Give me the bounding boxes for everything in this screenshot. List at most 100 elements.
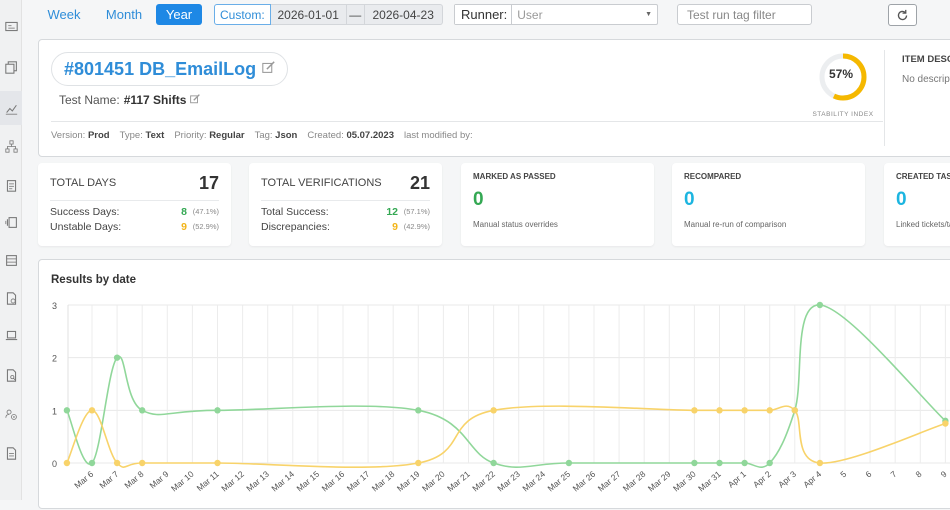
date-to-field[interactable]: 2026-04-23 <box>364 4 443 25</box>
test-header-card: #801451 DB_EmailLog Test Name: #117 Shif… <box>38 39 950 157</box>
success-days-pct: (47.1%) <box>192 207 219 216</box>
series-1-point[interactable] <box>716 407 723 414</box>
total-days-value: 17 <box>198 173 219 193</box>
x-tick-label: Mar 29 <box>646 469 673 494</box>
series-1-point[interactable] <box>113 459 121 467</box>
modified-label: last modified by: <box>403 130 473 141</box>
recompared-value: 0 <box>684 189 695 210</box>
series-0-point[interactable] <box>88 459 96 467</box>
discrepancies-label: Discrepancies: <box>261 220 330 233</box>
series-1-point[interactable] <box>88 407 96 414</box>
file-gear-icon[interactable] <box>2 289 20 307</box>
recompared-title: RECOMPARED <box>684 172 742 181</box>
list-icon[interactable] <box>2 251 20 269</box>
runner-select[interactable]: Runner: User ▼ <box>454 4 658 25</box>
priority-value: Regular <box>209 130 245 141</box>
x-tick-label: 8 <box>914 469 924 480</box>
total-success-row: Total Success: 12 (57.1%) <box>261 204 430 219</box>
type-label: Type: <box>119 130 143 141</box>
x-tick-label: 7 <box>888 469 898 480</box>
discrepancies-count: 9 <box>392 220 398 233</box>
custom-range-label[interactable]: Custom: <box>214 4 271 25</box>
series-1-point[interactable] <box>415 459 422 467</box>
edit-icon[interactable] <box>262 61 275 77</box>
sitemap-icon[interactable] <box>2 137 20 155</box>
series-0-point[interactable] <box>490 459 497 467</box>
series-0-point[interactable] <box>716 459 723 467</box>
series-0-point[interactable] <box>113 354 121 361</box>
created-label: Created: <box>307 130 344 141</box>
x-tick-label: Mar 12 <box>219 469 246 494</box>
document-icon[interactable] <box>2 444 20 462</box>
laptop-code-icon[interactable] <box>2 326 20 344</box>
series-1-point[interactable] <box>139 459 146 467</box>
versions-icon[interactable] <box>2 213 20 231</box>
series-1-point[interactable] <box>766 407 773 414</box>
tag-value: Json <box>275 130 298 141</box>
edit-test-name-icon[interactable] <box>190 93 201 107</box>
series-1-point[interactable] <box>490 407 497 414</box>
chart-line-icon[interactable] <box>0 91 22 125</box>
x-tick-label: Mar 6 <box>72 469 95 491</box>
series-1-point[interactable] <box>691 407 698 414</box>
series-0-point[interactable] <box>565 459 573 467</box>
x-tick-label: Apr 3 <box>776 469 798 490</box>
runner-dropdown[interactable]: User ▼ <box>512 5 657 24</box>
series-1-point[interactable] <box>63 459 71 467</box>
series-1-point[interactable] <box>942 420 949 427</box>
series-0-point[interactable] <box>415 407 422 414</box>
marked-passed-card: MARKED AS PASSED 0 Manual status overrid… <box>461 163 654 246</box>
success-days-label: Success Days: <box>50 205 120 218</box>
series-0-point[interactable] <box>766 459 773 467</box>
x-tick-label: Apr 1 <box>726 469 748 490</box>
tag-label: Tag: <box>254 130 273 141</box>
series-0-point[interactable] <box>816 301 824 309</box>
date-separator: — <box>346 4 365 25</box>
users-gear-icon[interactable] <box>2 405 20 423</box>
series-0-point[interactable] <box>214 407 221 414</box>
x-tick-label: Mar 26 <box>571 469 598 494</box>
chevron-down-icon: ▼ <box>645 11 652 18</box>
x-tick-label: Mar 27 <box>596 469 623 494</box>
range-year-button[interactable]: Year <box>156 4 202 25</box>
series-0-point[interactable] <box>63 407 71 414</box>
clipboard-icon[interactable] <box>2 176 20 194</box>
x-tick-label: Mar 11 <box>195 469 221 493</box>
results-chart-card: Results by date 0 1 2 3 Mar 6 Mar 7 Mar 8 Mar 9… <box>38 259 950 509</box>
stability-label: STABILITY INDEX <box>812 111 874 118</box>
series-0-point[interactable] <box>691 459 698 467</box>
marked-passed-value: 0 <box>473 189 484 210</box>
created-tasks-title: CREATED TASKS <box>896 172 950 181</box>
item-description-title: ITEM DESCRIPTION <box>902 54 950 65</box>
test-name-label: Test Name: <box>59 93 120 107</box>
file-search-icon[interactable] <box>2 366 20 384</box>
id-card-icon[interactable] <box>2 17 20 35</box>
series-1-point[interactable] <box>741 407 748 414</box>
created-tasks-sub: Linked tickets/tasks <box>896 220 950 229</box>
series-1-point[interactable] <box>214 459 221 467</box>
discrepancies-row: Discrepancies: 9 (42.9%) <box>261 219 430 234</box>
created-tasks-card: CREATED TASKS 0 Linked tickets/tasks <box>884 163 950 246</box>
recompared-sub: Manual re-run of comparison <box>684 220 787 229</box>
series-0-point[interactable] <box>139 407 146 414</box>
tag-filter-input[interactable]: Test run tag filter <box>677 4 812 25</box>
refresh-button[interactable] <box>888 4 917 26</box>
x-tick-label: Mar 23 <box>495 469 522 494</box>
recompared-card: RECOMPARED 0 Manual re-run of comparison <box>672 163 865 246</box>
series-0-point[interactable] <box>741 459 748 467</box>
unstable-days-row: Unstable Days: 9 (52.9%) <box>50 219 219 234</box>
priority-label: Priority: <box>174 130 207 141</box>
range-month-button[interactable]: Month <box>105 7 143 22</box>
test-name-value: #117 Shifts <box>123 93 187 107</box>
x-tick-label: Mar 22 <box>470 469 497 494</box>
x-tick-label: 9 <box>939 469 949 480</box>
range-week-button[interactable]: Week <box>47 7 81 22</box>
x-tick-label: Mar 20 <box>420 469 447 494</box>
x-tick-label: Mar 24 <box>520 469 547 494</box>
version-label: Version: <box>51 130 86 141</box>
copy-icon[interactable] <box>2 58 20 76</box>
series-1-point[interactable] <box>816 459 824 467</box>
date-from-field[interactable]: 2026-01-01 <box>270 4 347 25</box>
series-1-point[interactable] <box>791 407 798 414</box>
